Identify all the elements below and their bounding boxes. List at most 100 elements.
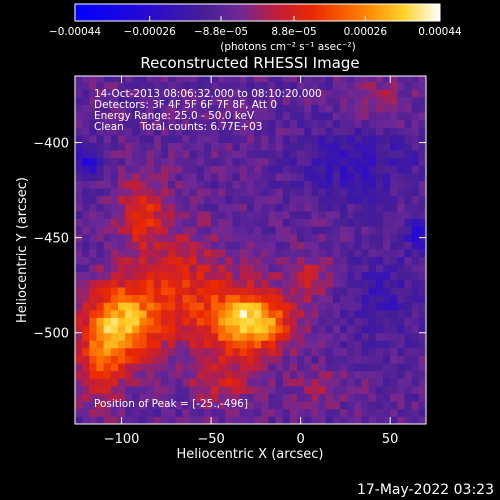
heatmap-cell xyxy=(311,347,319,356)
heatmap-cell xyxy=(153,287,162,296)
heatmap-cell xyxy=(375,332,384,341)
heatmap-cell xyxy=(232,134,241,143)
heatmap-cell xyxy=(289,96,298,105)
heatmap-cell xyxy=(196,172,205,181)
heatmap-cell xyxy=(340,172,348,181)
heatmap-cell xyxy=(297,172,305,181)
heatmap-cell xyxy=(89,180,97,189)
heatmap-cell xyxy=(175,317,183,326)
heatmap-cell xyxy=(75,241,83,250)
heatmap-cell xyxy=(117,302,126,311)
heatmap-cell xyxy=(347,401,355,410)
heatmap-cell xyxy=(318,416,327,425)
heatmap-cell xyxy=(175,309,183,318)
heatmap-cell xyxy=(218,302,226,311)
heatmap-cell xyxy=(196,188,205,197)
heatmap-cell xyxy=(261,347,269,356)
heatmap-cell xyxy=(218,363,226,372)
heatmap-cell xyxy=(289,408,298,417)
heatmap-cell xyxy=(268,165,276,174)
heatmap-cell xyxy=(397,332,405,341)
heatmap-cell xyxy=(132,165,140,174)
heatmap-cell xyxy=(254,317,262,326)
heatmap-cell xyxy=(397,142,405,151)
heatmap-cell xyxy=(368,211,377,220)
heatmap-cell xyxy=(368,188,377,197)
heatmap-cell xyxy=(383,180,391,189)
heatmap-cell xyxy=(232,76,241,83)
heatmap-cell xyxy=(368,76,377,83)
heatmap-cell xyxy=(411,340,420,349)
heatmap-cell xyxy=(268,134,276,143)
heatmap-cell xyxy=(332,142,341,151)
heatmap-cell xyxy=(282,241,291,250)
heatmap-cell xyxy=(325,226,334,235)
heatmap-cell xyxy=(411,195,420,204)
heatmap-cell xyxy=(146,165,155,174)
heatmap-cell xyxy=(246,172,255,181)
heatmap-cell xyxy=(196,76,205,83)
heatmap-cell xyxy=(275,89,284,98)
heatmap-cell xyxy=(418,241,427,250)
heatmap-cell xyxy=(125,241,133,250)
heatmap-cell xyxy=(189,195,198,204)
heatmap-cell xyxy=(82,416,90,425)
heatmap-cell xyxy=(404,81,413,90)
heatmap-cell xyxy=(347,370,355,379)
heatmap-cell xyxy=(390,104,398,113)
heatmap-cell xyxy=(160,317,169,326)
heatmap-cell xyxy=(254,134,262,143)
heatmap-cell xyxy=(168,211,176,220)
heatmap-cell xyxy=(304,211,312,220)
y-axis: −400−450−500 xyxy=(33,137,426,342)
heatmap-cell xyxy=(211,195,219,204)
heatmap-cell xyxy=(103,241,112,250)
heatmap-cell xyxy=(275,96,284,105)
heatmap-cell xyxy=(275,294,284,303)
heatmap-cell xyxy=(96,378,105,387)
heatmap-cell xyxy=(196,279,205,288)
heatmap-cell xyxy=(268,416,276,425)
heatmap-cell xyxy=(211,157,219,166)
heatmap-cell xyxy=(354,203,362,212)
heatmap-cell xyxy=(246,363,255,372)
heatmap-cell xyxy=(390,188,398,197)
heatmap-cell xyxy=(375,287,384,296)
heatmap-cell xyxy=(289,249,298,258)
heatmap-cell xyxy=(390,332,398,341)
heatmap-cell xyxy=(103,294,112,303)
heatmap-cell xyxy=(160,203,169,212)
heatmap-cell xyxy=(139,332,148,341)
heatmap-cell xyxy=(196,211,205,220)
heatmap-cell xyxy=(160,302,169,311)
heatmap-cell xyxy=(318,226,327,235)
heatmap-cell xyxy=(196,96,205,105)
heatmap-cell xyxy=(125,76,133,83)
heatmap-cell xyxy=(397,211,405,220)
heatmap-cell xyxy=(318,294,327,303)
heatmap-cell xyxy=(96,355,105,364)
heatmap-cell xyxy=(196,317,205,326)
heatmap-cell xyxy=(397,355,405,364)
heatmap-cell xyxy=(340,81,348,90)
heatmap-cell xyxy=(103,119,112,128)
heatmap-cell xyxy=(304,127,312,136)
heatmap-cell xyxy=(254,309,262,318)
heatmap-cell xyxy=(361,317,370,326)
heatmap-cell xyxy=(218,325,226,334)
heatmap-cell xyxy=(132,127,140,136)
heatmap-cell xyxy=(89,112,97,121)
heatmap-cell xyxy=(332,408,341,417)
heatmap-cell xyxy=(189,309,198,318)
heatmap-cell xyxy=(225,165,233,174)
heatmap-cell xyxy=(75,355,83,364)
heatmap-cell xyxy=(318,241,327,250)
heatmap-cell xyxy=(196,119,205,128)
heatmap-cell xyxy=(297,180,305,189)
heatmap-cell xyxy=(390,408,398,417)
heatmap-cell xyxy=(96,203,105,212)
heatmap-cell xyxy=(254,408,262,417)
heatmap-cell xyxy=(211,180,219,189)
heatmap-cell xyxy=(175,363,183,372)
heatmap-cell xyxy=(168,309,176,318)
